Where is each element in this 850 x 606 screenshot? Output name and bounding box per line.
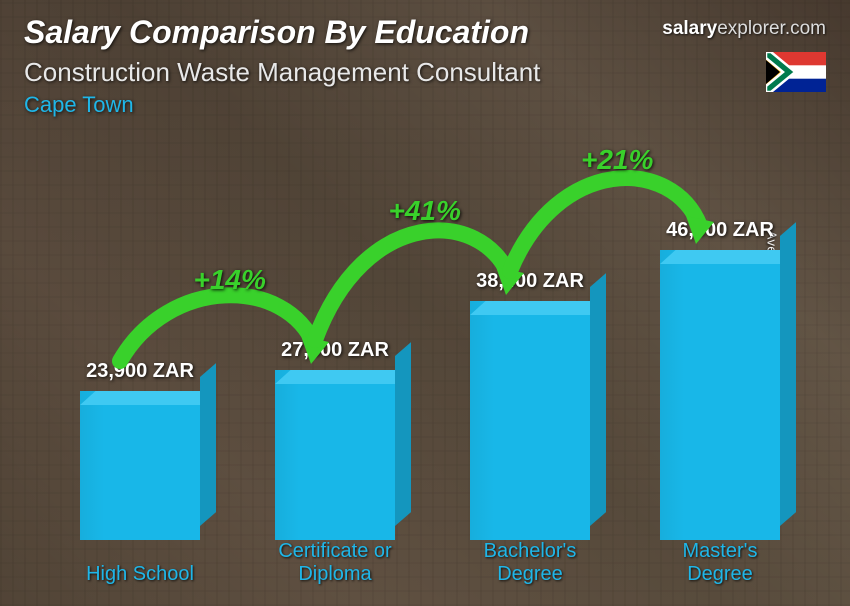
- bar-value-label: 38,400 ZAR: [476, 270, 584, 293]
- brand-logo: salaryexplorer.com: [662, 18, 826, 40]
- bar: [275, 370, 395, 540]
- flag-icon: [766, 52, 826, 92]
- bar-category-label: Bachelor'sDegree: [435, 540, 625, 586]
- bar-slot: 23,900 ZAR: [60, 360, 220, 540]
- brand-suffix: .com: [785, 18, 826, 39]
- bar-chart: 23,900 ZAR High School 27,300 ZAR Certifica…: [40, 136, 800, 586]
- delta-label: +41%: [389, 195, 461, 227]
- bar-slot: 27,300 ZAR: [255, 339, 415, 540]
- bar-category-label: Certificate orDiploma: [240, 540, 430, 586]
- bar-category-label: High School: [45, 563, 235, 586]
- location: Cape Town: [24, 92, 826, 118]
- bar-slot: 38,400 ZAR: [450, 270, 610, 540]
- brand-light: explorer: [717, 18, 785, 39]
- bar-value-label: 46,600 ZAR: [666, 219, 774, 242]
- bar: [470, 301, 590, 540]
- bar-slot: 46,600 ZAR: [640, 219, 800, 540]
- bar-value-label: 27,300 ZAR: [281, 339, 389, 362]
- bar: [660, 250, 780, 540]
- delta-label: +14%: [194, 264, 266, 296]
- bar-value-label: 23,900 ZAR: [86, 360, 194, 383]
- brand-bold: salary: [662, 18, 717, 39]
- bar-category-label: Master'sDegree: [625, 540, 815, 586]
- delta-label: +21%: [581, 144, 653, 176]
- bar: [80, 391, 200, 540]
- job-title: Construction Waste Management Consultant: [24, 57, 826, 88]
